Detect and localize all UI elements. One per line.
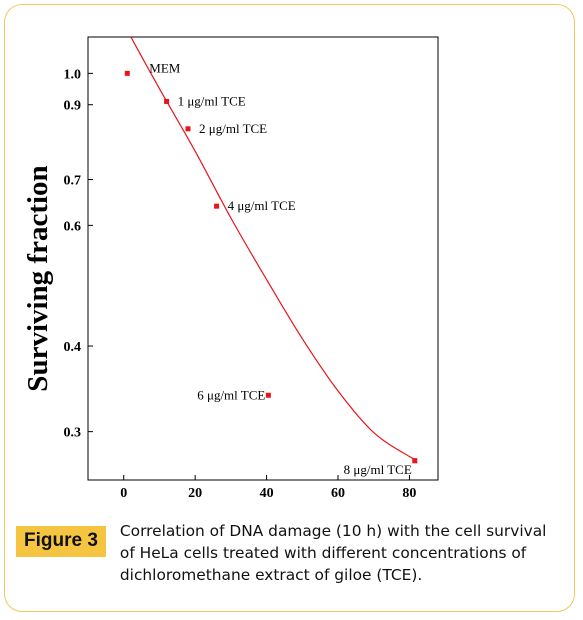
data-point <box>185 126 191 132</box>
x-tick-label: 40 <box>260 486 274 501</box>
point-label: 8 μg/ml TCE <box>344 462 412 477</box>
point-label: MEM <box>149 60 181 75</box>
chart: 1.0 0.9 0.7 0.6 0.4 0.3 0 20 40 60 80 MEM 1 μg/ml … <box>22 36 439 501</box>
y-tick-label: 0.6 <box>64 219 82 234</box>
data-point <box>265 392 271 398</box>
figure-label: Figure 3 <box>16 526 106 557</box>
point-label: 4 μg/ml TCE <box>228 198 296 213</box>
y-tick-label: 1.0 <box>64 67 82 82</box>
y-tick-label: 0.9 <box>64 99 82 114</box>
y-tick-label: 0.7 <box>64 174 82 189</box>
data-point <box>412 458 418 464</box>
x-tick-label: 60 <box>331 486 345 501</box>
y-tick-label: 0.3 <box>64 426 82 441</box>
y-tick-label: 0.4 <box>64 340 82 355</box>
figure-card <box>4 4 575 612</box>
point-label: 1 μg/ml TCE <box>178 93 246 108</box>
fit-curve <box>130 36 417 460</box>
x-tick-label: 0 <box>120 486 127 501</box>
plot-frame <box>87 36 439 481</box>
point-label: 6 μg/ml TCE <box>197 387 265 402</box>
x-tick-label: 80 <box>402 486 416 501</box>
x-tick-label: 20 <box>188 486 202 501</box>
data-point <box>164 98 170 104</box>
figure-caption: Figure 3 Correlation of DNA damage (10 h… <box>16 520 566 586</box>
caption-text: Correlation of DNA damage (10 h) with th… <box>119 522 547 584</box>
data-point <box>124 70 130 76</box>
y-axis-label: Surviving fraction <box>22 165 54 391</box>
data-point <box>214 203 220 209</box>
point-label: 2 μg/ml TCE <box>199 121 267 136</box>
